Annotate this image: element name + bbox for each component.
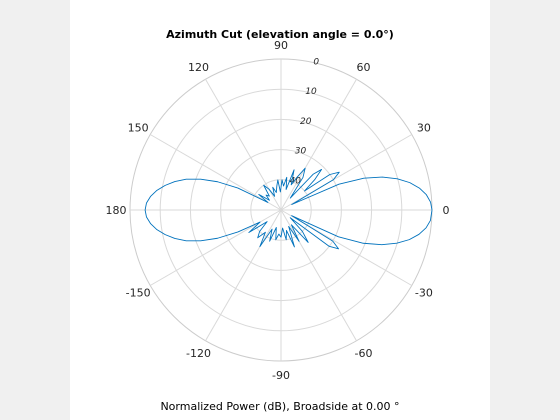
angle-tick-label: -60 — [355, 347, 373, 360]
angle-tick-label: -30 — [415, 287, 433, 300]
grid-spoke--60 — [280, 209, 357, 342]
radial-tick-label: 20 — [300, 117, 312, 127]
radial-tick-labels: 0 10 20 30 40 — [290, 57, 320, 186]
angle-tick-labels: 0 30 60 90 120 150 180 -150 -120 -90 -60 -30 — [106, 39, 450, 382]
grid-spoke-30 — [280, 134, 413, 211]
angle-tick-label: -120 — [186, 347, 211, 360]
radial-tick-label: 0 — [313, 57, 319, 67]
angle-tick-label: 60 — [357, 61, 371, 74]
angle-tick-label: 0 — [443, 204, 450, 217]
angle-tick-label: 150 — [128, 122, 149, 135]
grid-spoke--150 — [149, 209, 282, 286]
angle-tick-label: 30 — [417, 122, 431, 135]
angle-tick-label: 90 — [274, 39, 288, 52]
chart-title: Azimuth Cut (elevation angle = 0.0°) — [166, 28, 394, 41]
grid-spoke--120 — [205, 209, 282, 342]
series-line-0 — [144, 167, 433, 250]
pattern-series — [144, 167, 433, 250]
radial-tick-label: 10 — [305, 87, 317, 97]
grid-spoke-60 — [280, 78, 357, 211]
angle-tick-label: -90 — [272, 369, 290, 382]
polar-grid — [129, 58, 433, 362]
radial-tick-label: 40 — [290, 176, 302, 186]
angle-tick-label: -150 — [126, 287, 151, 300]
grid-spoke-150 — [149, 134, 282, 211]
radial-tick-label: 30 — [295, 147, 307, 157]
angle-tick-label: 120 — [188, 61, 209, 74]
angle-tick-label: 180 — [106, 204, 127, 217]
x-axis-label: Normalized Power (dB), Broadside at 0.00… — [160, 400, 399, 413]
